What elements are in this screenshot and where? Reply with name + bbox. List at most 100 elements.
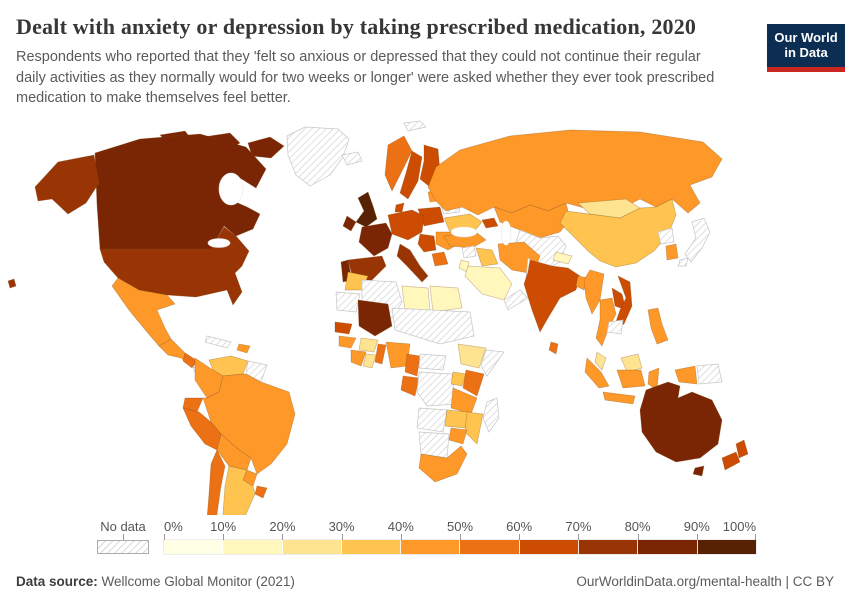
country-egypt[interactable]: Egypt: 10–20% — [429, 285, 463, 313]
country-cuba[interactable]: Cuba: No data — [204, 335, 232, 349]
legend-bin[interactable] — [282, 539, 342, 554]
country-myanmar[interactable]: Myanmar: 40–50% — [583, 269, 605, 315]
data-source-text: Wellcome Global Monitor (2021) — [97, 573, 295, 589]
legend-bin[interactable] — [341, 539, 402, 554]
country-angola[interactable]: Angola: No data — [416, 407, 448, 433]
legend-tick — [755, 533, 756, 540]
country-united-states-alaska[interactable]: United States: 70–80% — [34, 154, 100, 215]
country-iceland[interactable]: Iceland: No data — [341, 151, 363, 166]
country-south-africa[interactable]: South Africa: 40–50% — [418, 445, 468, 483]
country-yemen-oman[interactable]: Yemen & Oman: No data — [503, 289, 529, 311]
owid-logo[interactable]: Our World in Data — [767, 24, 845, 72]
page-title: Dealt with anxiety or depression by taki… — [16, 14, 697, 39]
country-caucasus[interactable]: Caucasus: 60–70% — [481, 217, 499, 229]
country-north-korea[interactable]: North Korea: No data — [657, 227, 675, 245]
country-madagascar[interactable]: Madagascar: No data — [482, 397, 500, 433]
country-philippines[interactable]: Philippines: 40–50% — [647, 307, 669, 345]
country-mozambique[interactable]: Mozambique: 30–40% — [464, 411, 484, 445]
country-norway[interactable]: Norway: 50–60% — [384, 135, 413, 192]
legend-tick-label: 10% — [210, 518, 237, 534]
country-russia[interactable]: Russia: 40–50% — [427, 129, 723, 216]
country-japan[interactable]: Japan: No data — [684, 217, 711, 263]
country-ireland[interactable]: Ireland: 80–90% — [342, 215, 357, 232]
country-burkina-faso[interactable]: Burkina Faso: 20–30% — [358, 337, 379, 353]
legend-bin[interactable] — [401, 539, 461, 554]
country-malaysia-peninsular[interactable]: Malaysia: 20–30% — [594, 351, 607, 371]
country-italy[interactable]: Italy: 70–80% — [396, 243, 429, 283]
country-united-kingdom[interactable]: United Kingdom: 90–100% — [355, 191, 378, 228]
country-zambia[interactable]: Zambia: 30–40% — [444, 409, 470, 429]
country-nepal[interactable]: Nepal: 10–20% — [552, 251, 573, 265]
country-new-zealand-south[interactable]: New Zealand: 60–70% — [721, 451, 741, 471]
country-ivory-coast[interactable]: Cote d'Ivoire: 40–50% — [350, 349, 367, 367]
country-chile[interactable]: Chile: 50–60% — [205, 448, 226, 515]
country-western-balkans[interactable]: Western Balkans: 60–70% — [417, 233, 437, 253]
legend-tick-label: 20% — [269, 518, 296, 534]
country-indonesia-sumatra[interactable]: Indonesia: 40–50% — [584, 356, 610, 389]
country-indonesia-kalimantan[interactable]: Indonesia: 40–50% — [616, 369, 646, 389]
legend-no-data-swatch[interactable] — [97, 539, 149, 554]
country-ghana[interactable]: Ghana: 20–30% — [362, 353, 377, 369]
legend-tick-label: 30% — [328, 518, 355, 534]
country-somalia[interactable]: Somalia: No data — [480, 349, 505, 377]
country-uganda[interactable]: Uganda: 30–40% — [450, 371, 467, 387]
legend-bin[interactable] — [579, 539, 639, 554]
country-uruguay[interactable]: Uruguay: 50–60% — [254, 485, 268, 499]
country-australia-tasmania[interactable]: Australia: 80–90% — [692, 465, 705, 477]
country-dominican-republic[interactable]: Dominican Republic: 40–50% — [236, 343, 251, 354]
country-malaysia-borneo[interactable]: Malaysia: 20–30% — [620, 353, 643, 373]
legend-no-data-label: No data — [100, 518, 146, 534]
legend-bin[interactable] — [164, 539, 224, 554]
legend-bin[interactable] — [460, 539, 520, 554]
country-greece[interactable]: Greece: 50–60% — [431, 251, 449, 267]
country-indonesia-papua[interactable]: Indonesia: 40–50% — [674, 365, 698, 385]
country-australia[interactable]: Australia: 80–90% — [639, 381, 723, 463]
country-nicaragua[interactable]: Nicaragua: 50–60% — [182, 352, 197, 369]
country-mongolia[interactable]: Mongolia: 20–30% — [577, 198, 641, 219]
country-argentina[interactable]: Argentina: 30–40% — [219, 465, 256, 515]
country-cameroon[interactable]: Cameroon: 50–60% — [404, 353, 421, 377]
country-mauritania[interactable]: Mauritania: No data — [335, 291, 361, 313]
country-zimbabwe[interactable]: Zimbabwe: 40–50% — [448, 427, 468, 445]
country-mexico[interactable]: Mexico: 40–50% — [111, 277, 176, 347]
country-papua-new-guinea[interactable]: Papua New Guinea: No data — [696, 363, 723, 385]
country-germany-central-europe[interactable]: Germany & Central Europe: 60–70% — [387, 209, 425, 241]
country-syria[interactable]: Syria: No data — [461, 245, 477, 259]
country-india[interactable]: India: 60–70% — [523, 259, 581, 333]
country-greenland[interactable]: Greenland: No data — [286, 126, 350, 187]
country-sahel-belt[interactable]: Niger, Chad & Sudan: No data — [391, 307, 475, 345]
country-senegal[interactable]: Senegal: 60–70% — [334, 321, 353, 335]
country-japan-island[interactable]: Japan: No data — [677, 257, 689, 267]
country-benin-togo[interactable]: Benin & Togo: 50–60% — [374, 343, 387, 365]
country-cambodia[interactable]: Cambodia: No data — [606, 319, 624, 335]
legend-color-bar — [163, 538, 757, 555]
country-south-korea[interactable]: South Korea: 40–50% — [665, 243, 679, 261]
legend-bin[interactable] — [223, 539, 283, 554]
country-guinea[interactable]: Guinea: 40–50% — [338, 335, 357, 349]
map-legend: No data 0% 10% 20% 30% 40% 50% 60% 70% 80% 90% 100… — [97, 519, 850, 557]
owid-link[interactable]: OurWorldinData.org/mental-health | CC BY — [576, 573, 834, 589]
country-sweden[interactable]: Sweden: 60–70% — [399, 150, 423, 200]
country-thailand[interactable]: Thailand: 40–50% — [595, 297, 617, 347]
country-gabon-congo[interactable]: Gabon & Congo: 50–60% — [400, 375, 420, 397]
country-iraq[interactable]: Iraq: 30–40% — [475, 247, 499, 267]
country-mali[interactable]: Mali: 80–90% — [357, 299, 393, 337]
country-indonesia-java[interactable]: Indonesia: 40–50% — [602, 391, 636, 405]
country-france[interactable]: France: 80–90% — [358, 222, 393, 257]
country-denmark[interactable]: Denmark: 60–70% — [394, 202, 405, 213]
country-dr-congo[interactable]: Democratic Republic of Congo: No data — [416, 371, 457, 407]
country-sri-lanka[interactable]: Sri Lanka: 50–60% — [548, 341, 559, 355]
country-ethiopia[interactable]: Ethiopia: 20–30% — [457, 343, 487, 369]
world-map-container: Greenland: No data Svalbard: No data Can… — [0, 115, 850, 515]
country-united-states-hawaii[interactable]: United States: 70–80% — [7, 278, 17, 289]
country-kenya[interactable]: Kenya: 50–60% — [462, 369, 485, 397]
legend-bin[interactable] — [638, 539, 698, 554]
legend-bin[interactable] — [519, 539, 580, 554]
country-new-zealand-north[interactable]: New Zealand: 60–70% — [735, 439, 749, 459]
legend-tick-label: 50% — [446, 518, 474, 534]
country-libya[interactable]: Libya: 10–20% — [401, 285, 431, 313]
country-saudi-arabia[interactable]: Saudi Arabia: 10–20% — [464, 265, 513, 301]
country-central-african-republic[interactable]: Central African Republic: No data — [418, 353, 447, 371]
country-svalbard[interactable]: Svalbard: No data — [403, 120, 427, 132]
legend-bin[interactable] — [697, 539, 756, 554]
